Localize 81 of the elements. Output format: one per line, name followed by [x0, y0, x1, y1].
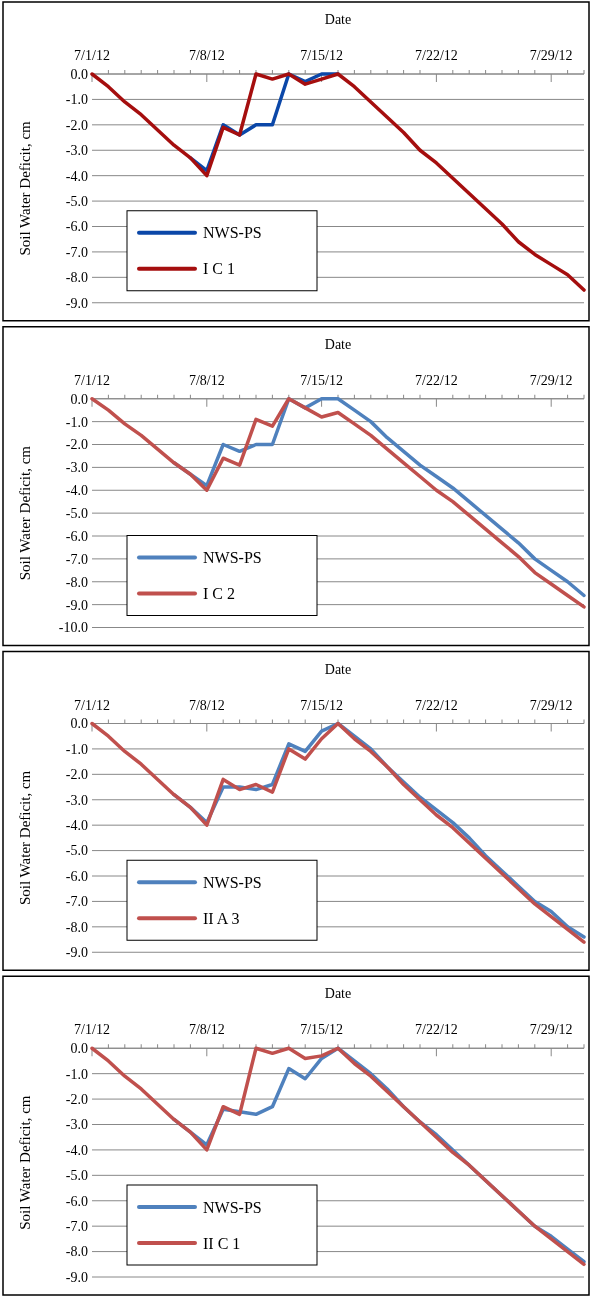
y-tick-label: -1.0: [65, 414, 88, 430]
line-series: [90, 1046, 586, 1267]
y-tick-label: -2.0: [65, 117, 88, 133]
y-axis-title: Soil Water Deficit, cm: [17, 1095, 33, 1230]
y-tick-label: -1.0: [65, 92, 88, 108]
y-tick-label: -2.0: [65, 1091, 88, 1107]
legend-label: II C 1: [203, 1234, 241, 1252]
y-tick-label: -4.0: [65, 168, 88, 184]
y-tick-label: -5.0: [65, 193, 88, 209]
y-axis-title: Soil Water Deficit, cm: [17, 120, 33, 256]
x-tick-label: 7/8/12: [188, 1022, 225, 1038]
y-tick-label: -5.0: [65, 1168, 88, 1184]
x-tick-label: 7/29/12: [529, 697, 573, 713]
y-tick-label: -4.0: [65, 818, 88, 834]
x-tick-label: 7/1/12: [74, 697, 110, 713]
x-tick-label: 7/22/12: [415, 697, 458, 713]
y-tick-label: -4.0: [65, 483, 88, 499]
x-tick-label: 7/15/12: [300, 372, 343, 388]
x-tick-label: 7/1/12: [74, 48, 110, 63]
y-tick-label: -3.0: [65, 143, 88, 159]
y-tick-label: -9.0: [65, 295, 88, 311]
y-tick-label: -9.0: [65, 945, 88, 961]
legend-label: I C 1: [203, 260, 235, 278]
legend-label: II A 3: [203, 909, 240, 927]
y-tick-label: -1.0: [65, 1066, 88, 1082]
y-tick-label: -7.0: [65, 244, 88, 260]
x-tick-label: 7/22/12: [415, 1022, 458, 1038]
y-tick-label: -8.0: [65, 270, 88, 286]
y-tick-label: -3.0: [65, 792, 88, 808]
y-tick-label: -2.0: [65, 767, 88, 783]
x-axis-title: Date: [324, 986, 352, 1002]
x-tick-label: 7/22/12: [415, 372, 458, 388]
y-tick-label: -8.0: [65, 919, 88, 935]
y-tick-label: 0.0: [70, 716, 88, 732]
y-tick-label: -5.0: [65, 506, 88, 522]
x-axis-title: Date: [324, 12, 352, 27]
line-series: [90, 72, 586, 292]
legend-label: I C 2: [203, 585, 235, 603]
x-tick-label: 7/15/12: [300, 697, 343, 713]
x-tick-label: 7/8/12: [188, 372, 225, 388]
legend-label: NWS-PS: [203, 1198, 262, 1216]
y-tick-label: -2.0: [65, 437, 88, 453]
y-tick-label: -1.0: [65, 741, 88, 757]
y-tick-label: -10.0: [58, 620, 88, 636]
x-tick-label: 7/15/12: [300, 1022, 343, 1038]
legend-label: NWS-PS: [203, 549, 262, 567]
y-tick-label: -4.0: [65, 1142, 88, 1158]
line-series: [90, 721, 586, 944]
y-tick-label: -6.0: [65, 528, 88, 544]
x-tick-label: 7/8/12: [188, 48, 225, 63]
y-tick-label: -7.0: [65, 894, 88, 910]
legend-label: NWS-PS: [203, 224, 262, 242]
y-tick-label: -8.0: [65, 574, 88, 590]
y-tick-label: 0.0: [70, 1041, 88, 1057]
x-axis-title: Date: [324, 336, 352, 352]
y-tick-label: 0.0: [70, 391, 88, 407]
y-tick-label: -6.0: [65, 868, 88, 884]
y-axis-title: Soil Water Deficit, cm: [17, 770, 33, 906]
line-series: [90, 397, 586, 609]
legend-label: NWS-PS: [203, 873, 262, 891]
x-tick-label: 7/29/12: [529, 1022, 573, 1038]
x-tick-label: 7/15/12: [300, 48, 343, 63]
y-tick-label: -7.0: [65, 1219, 88, 1235]
x-tick-label: 7/29/12: [529, 48, 573, 63]
x-axis-title: Date: [324, 661, 352, 677]
y-tick-label: 0.0: [70, 66, 88, 82]
x-tick-label: 7/22/12: [415, 48, 458, 63]
y-tick-label: -6.0: [65, 1193, 88, 1209]
y-tick-label: -7.0: [65, 551, 88, 567]
y-tick-label: -9.0: [65, 1269, 88, 1285]
y-tick-label: -9.0: [65, 597, 88, 613]
y-tick-label: -8.0: [65, 1244, 88, 1260]
y-axis-title: Soil Water Deficit, cm: [17, 445, 33, 581]
y-tick-label: -6.0: [65, 219, 88, 235]
y-tick-label: -5.0: [65, 843, 88, 859]
x-tick-label: 7/8/12: [188, 697, 225, 713]
y-tick-label: -3.0: [65, 1117, 88, 1133]
y-tick-label: -3.0: [65, 460, 88, 476]
x-tick-label: 7/1/12: [74, 372, 110, 388]
x-tick-label: 7/29/12: [529, 372, 573, 388]
x-tick-label: 7/1/12: [74, 1022, 110, 1038]
